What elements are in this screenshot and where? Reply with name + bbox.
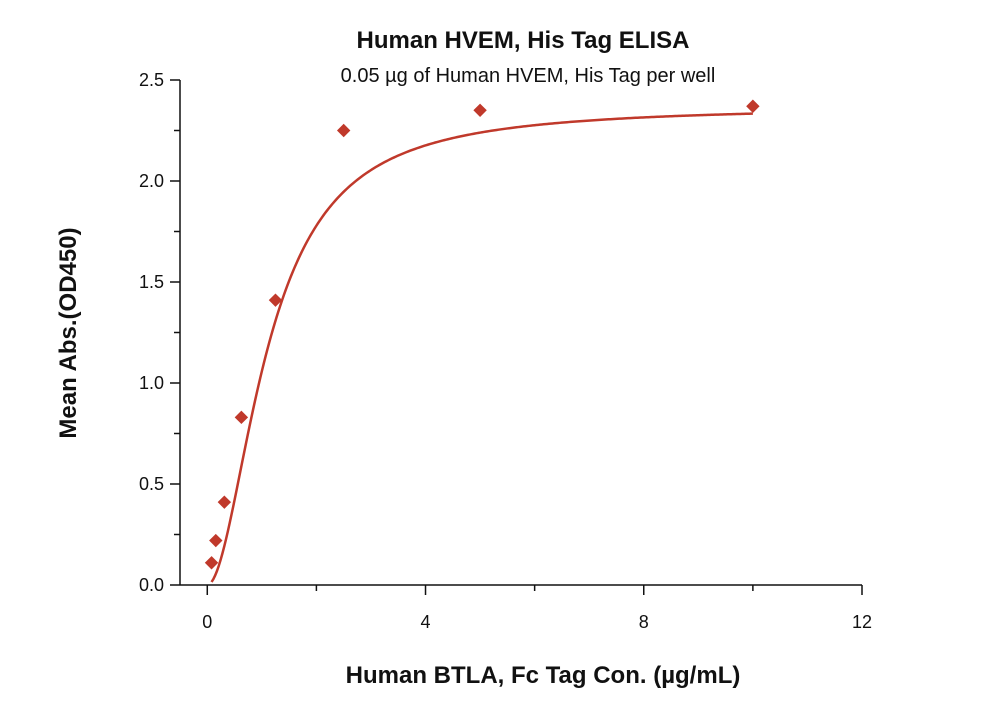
fit-curve [210, 112, 753, 583]
y-tick-label: 1.0 [139, 373, 164, 393]
data-point [217, 495, 232, 509]
data-point [746, 99, 760, 113]
chart-subtitle: 0.05 µg of Human HVEM, His Tag per well [341, 65, 716, 87]
y-tick-label: 0.5 [139, 474, 164, 494]
y-tick-label: 2.5 [139, 70, 164, 90]
x-tick-label: 8 [639, 612, 649, 632]
x-tick-label: 0 [202, 612, 212, 632]
ticks: 0 4 8 12 0.0 0.5 1.0 1.5 2.0 2.5 [139, 70, 872, 632]
fit-layer [210, 112, 753, 583]
y-axis-label: Mean Abs.(OD450) [55, 227, 82, 438]
y-tick-label: 1.5 [139, 272, 164, 292]
data-point [336, 123, 351, 138]
points-layer [204, 99, 760, 570]
data-point [234, 410, 249, 425]
data-point [473, 103, 487, 118]
data-point [268, 293, 283, 307]
x-tick-label: 4 [421, 612, 431, 632]
axes [179, 80, 862, 586]
x-tick-label: 12 [852, 612, 872, 632]
y-tick-label: 0.0 [139, 575, 164, 595]
data-point [209, 533, 223, 548]
chart-title: Human HVEM, His Tag ELISA [357, 27, 690, 54]
x-axis-label: Human BTLA, Fc Tag Con. (µg/mL) [346, 662, 741, 689]
y-tick-label: 2.0 [139, 171, 164, 191]
data-point [204, 556, 219, 570]
